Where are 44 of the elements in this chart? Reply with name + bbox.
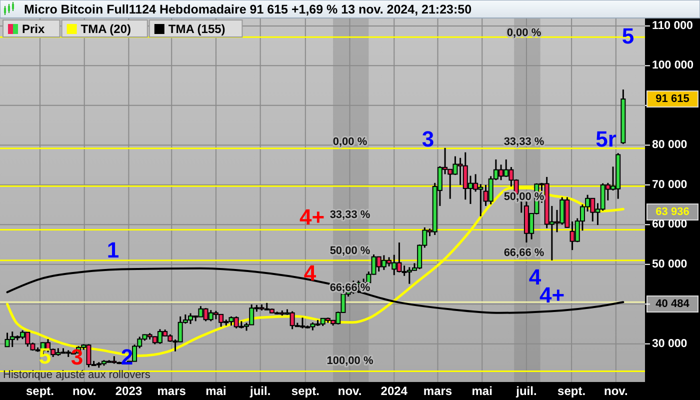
x-tick-label: nov. [338, 384, 362, 398]
annotation: 4 [528, 264, 542, 290]
x-tick-label: juil. [248, 384, 271, 398]
x-tick-label: mars [423, 384, 452, 398]
annotation: 4+ [299, 204, 325, 230]
x-tick-label: sept. [291, 384, 320, 398]
x-tick-label: juil. [515, 384, 537, 398]
x-tick-label: nov. [72, 384, 96, 398]
x-tick-label: 2023 [115, 384, 142, 398]
legend-label: Prix [22, 22, 46, 36]
annotation: 0,00 % [506, 27, 542, 39]
annotation: 5 [38, 344, 52, 368]
chart-title: Micro Bitcoin Full1124 Hebdomadaire 91 615 +1,69 % 13 nov. 2024, 21:23:50 [24, 2, 472, 16]
annotation: 100,00 % [326, 355, 374, 367]
text: 91 615 [656, 93, 690, 106]
x-tick-label: sept. [558, 384, 586, 398]
x-tick-label: mai [206, 384, 226, 398]
x-tick-label: sept. [26, 384, 54, 398]
annotation: 0,00 % [332, 136, 368, 148]
x-tick-label: nov. [604, 384, 628, 398]
annotation: 4 [304, 260, 317, 286]
y-tick-label: 50 000 [652, 258, 688, 270]
text: 63 936 [656, 206, 690, 218]
annotation: 3 [422, 126, 434, 152]
x-tick-label: mai [472, 384, 492, 398]
annotation: 5r [596, 126, 617, 152]
y-tick-label: 100 000 [652, 60, 694, 72]
annotation: 4+ [539, 282, 565, 308]
y-tick-label: 70 000 [652, 178, 688, 191]
y-tick-label: 30 000 [652, 338, 688, 350]
y-tick-label: 80 000 [652, 139, 688, 152]
text: 40 484 [656, 298, 690, 310]
x-tick-label: mars [157, 384, 186, 398]
legend-label: TMA (155) [168, 22, 226, 36]
annotation: 33,33 % [504, 136, 544, 148]
annotation: 33,33 % [330, 209, 370, 221]
x-tick-label: 2024 [380, 384, 408, 398]
annotation: 1 [106, 238, 120, 262]
annotation: 50,00 % [330, 245, 370, 257]
annotation: Historique ajusté aux rollovers [3, 369, 151, 381]
legend-label: TMA (20) [80, 22, 132, 36]
y-tick-label: 110 000 [652, 20, 693, 32]
y-tick-label: 60 000 [652, 218, 688, 231]
annotation: 66,66 % [504, 247, 544, 259]
